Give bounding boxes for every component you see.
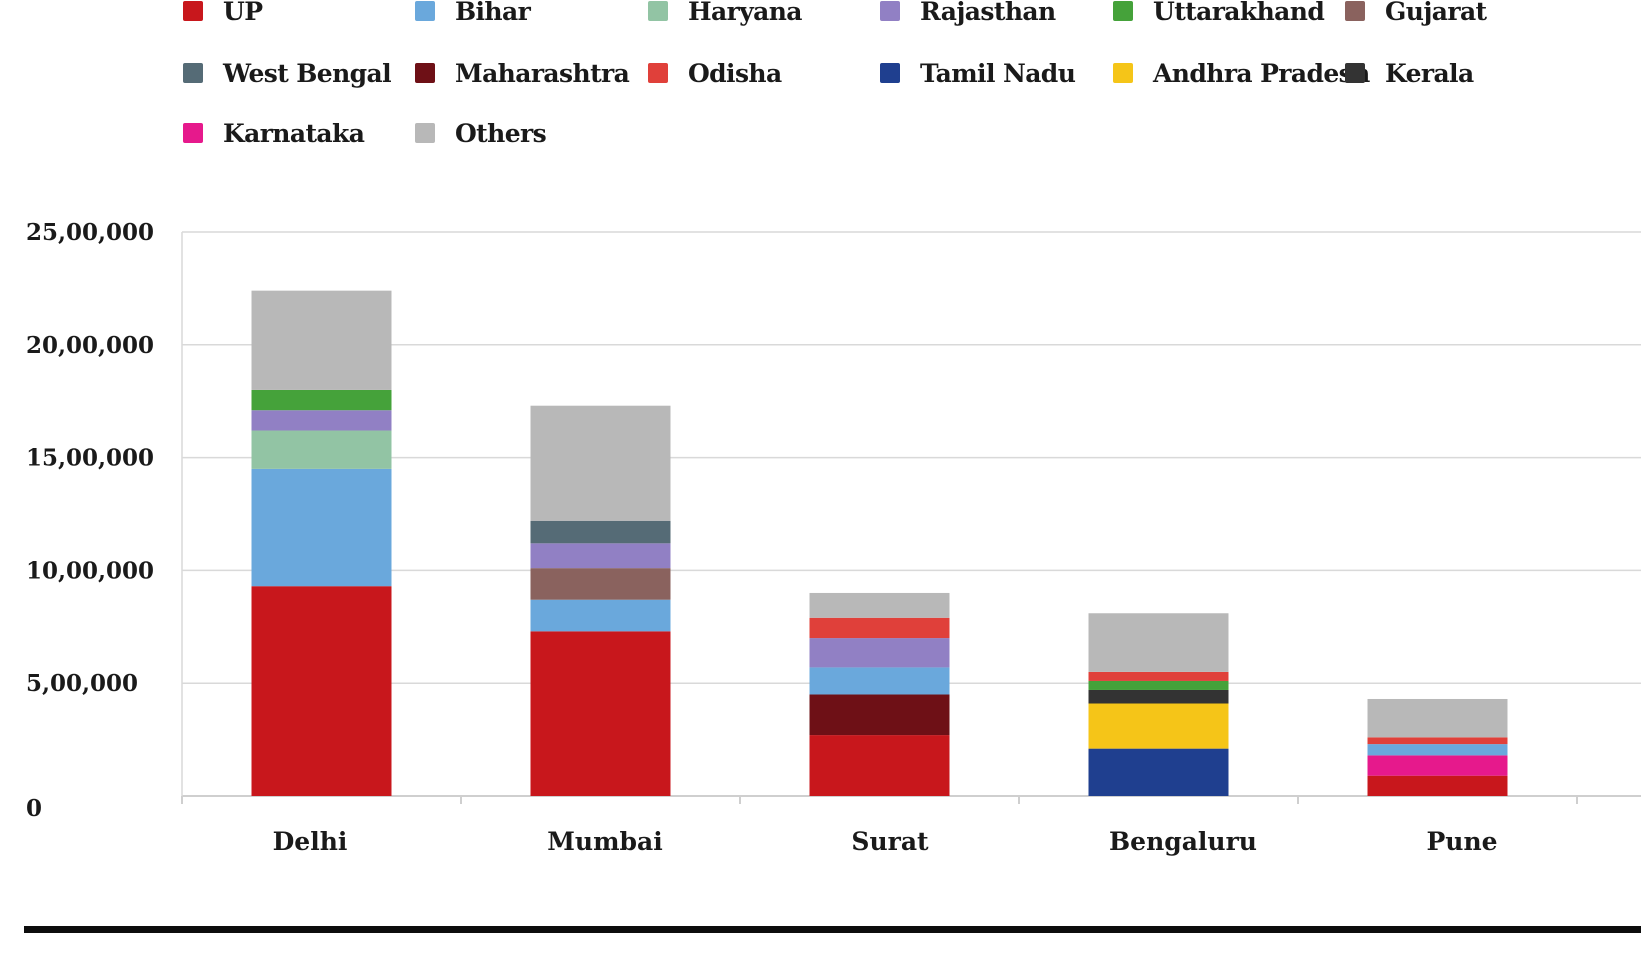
legend-swatch bbox=[648, 63, 668, 83]
y-tick-label: 0 bbox=[26, 795, 42, 822]
legend-swatch bbox=[183, 123, 203, 143]
bar-segment-mumbai-bihar bbox=[530, 599, 671, 632]
x-tick-label-pune: Pune bbox=[1426, 827, 1497, 856]
legend-label: Tamil Nadu bbox=[920, 58, 1076, 88]
legend-item-bihar: Bihar bbox=[415, 0, 531, 26]
legend-label: West Bengal bbox=[223, 58, 392, 88]
legend-label: UP bbox=[223, 0, 263, 26]
y-tick-label: 15,00,000 bbox=[26, 445, 154, 472]
legend-label: Haryana bbox=[688, 0, 803, 26]
bar-segment-bengaluru-odisha bbox=[1088, 671, 1229, 681]
legend-item-kerala: Kerala bbox=[1345, 58, 1474, 88]
bar-segment-delhi-haryana bbox=[251, 430, 392, 469]
bar-segment-bengaluru-uttarakhand bbox=[1088, 680, 1229, 690]
legend-item-odisha: Odisha bbox=[648, 58, 782, 88]
bar-segment-bengaluru-others bbox=[1088, 613, 1229, 672]
bottom-rule bbox=[24, 926, 1641, 933]
x-tick-label-mumbai: Mumbai bbox=[547, 827, 662, 856]
legend-item-andhra-pradesh: Andhra Pradesh bbox=[1113, 58, 1370, 88]
bar-segment-surat-others bbox=[809, 592, 950, 618]
bar-segment-delhi-others bbox=[251, 290, 392, 390]
legend-label: Kerala bbox=[1385, 58, 1474, 88]
bar-segment-surat-odisha bbox=[809, 617, 950, 639]
legend-label: Andhra Pradesh bbox=[1153, 58, 1370, 88]
legend-item-others: Others bbox=[415, 118, 547, 148]
chart-legend: UP Bihar Haryana Rajasthan Uttarakhand Gujara… bbox=[0, 0, 1641, 170]
legend-item-up: UP bbox=[183, 0, 263, 26]
legend-swatch bbox=[1345, 1, 1365, 21]
legend-swatch bbox=[880, 63, 900, 83]
legend-item-uttarakhand: Uttarakhand bbox=[1113, 0, 1325, 26]
legend-item-gujarat: Gujarat bbox=[1345, 0, 1487, 26]
y-tick-label: 10,00,000 bbox=[26, 557, 154, 584]
legend-swatch bbox=[415, 1, 435, 21]
legend-label: Rajasthan bbox=[920, 0, 1056, 26]
bar-segment-mumbai-up bbox=[530, 631, 671, 796]
bar-segment-pune-up bbox=[1367, 775, 1508, 796]
legend-swatch bbox=[1113, 1, 1133, 21]
bar-segment-delhi-rajasthan bbox=[251, 410, 392, 431]
x-tick-label-bengaluru: Bengaluru bbox=[1109, 827, 1257, 856]
bar-segment-surat-maharashtra bbox=[809, 694, 950, 736]
legend-item-tamil-nadu: Tamil Nadu bbox=[880, 58, 1076, 88]
bar-segment-mumbai-west-bengal bbox=[530, 520, 671, 544]
bar-segment-surat-up bbox=[809, 735, 950, 796]
legend-label: Odisha bbox=[688, 58, 782, 88]
legend-swatch bbox=[415, 123, 435, 143]
legend-label: Karnataka bbox=[223, 118, 365, 148]
bar-segment-delhi-uttarakhand bbox=[251, 389, 392, 411]
legend-item-rajasthan: Rajasthan bbox=[880, 0, 1056, 26]
bar-segment-bengaluru-kerala bbox=[1088, 689, 1229, 704]
bar-segment-delhi-bihar bbox=[251, 468, 392, 587]
legend-label: Maharashtra bbox=[455, 58, 630, 88]
bar-segment-surat-bihar bbox=[809, 667, 950, 695]
bar-segment-mumbai-rajasthan bbox=[530, 543, 671, 569]
legend-item-maharashtra: Maharashtra bbox=[415, 58, 630, 88]
y-tick-label: 25,00,000 bbox=[26, 219, 154, 246]
bar-segment-surat-rajasthan bbox=[809, 638, 950, 668]
x-tick-label-delhi: Delhi bbox=[273, 827, 348, 856]
legend-label: Gujarat bbox=[1385, 0, 1487, 26]
legend-swatch bbox=[880, 1, 900, 21]
bar-segment-pune-odisha bbox=[1367, 737, 1508, 745]
bar-segment-bengaluru-tamil-nadu bbox=[1088, 748, 1229, 796]
bar-segment-pune-bihar bbox=[1367, 744, 1508, 756]
legend-item-karnataka: Karnataka bbox=[183, 118, 365, 148]
bar-segment-pune-karnataka bbox=[1367, 755, 1508, 776]
legend-label: Bihar bbox=[455, 0, 531, 26]
legend-swatch bbox=[183, 63, 203, 83]
bar-segment-mumbai-others bbox=[530, 405, 671, 521]
legend-label: Uttarakhand bbox=[1153, 0, 1325, 26]
legend-swatch bbox=[183, 1, 203, 21]
legend-swatch bbox=[1345, 63, 1365, 83]
legend-swatch bbox=[415, 63, 435, 83]
legend-swatch bbox=[648, 1, 668, 21]
bar-segment-delhi-up bbox=[251, 586, 392, 796]
legend-item-haryana: Haryana bbox=[648, 0, 803, 26]
bar-segment-bengaluru-andhra-pradesh bbox=[1088, 703, 1229, 749]
y-tick-label: 5,00,000 bbox=[26, 670, 138, 697]
legend-item-west-bengal: West Bengal bbox=[183, 58, 392, 88]
bar-segment-mumbai-gujarat bbox=[530, 568, 671, 600]
y-tick-label: 20,00,000 bbox=[26, 332, 154, 359]
x-tick-label-surat: Surat bbox=[851, 827, 929, 856]
bar-segment-pune-others bbox=[1367, 698, 1508, 738]
legend-swatch bbox=[1113, 63, 1133, 83]
legend-label: Others bbox=[455, 118, 547, 148]
